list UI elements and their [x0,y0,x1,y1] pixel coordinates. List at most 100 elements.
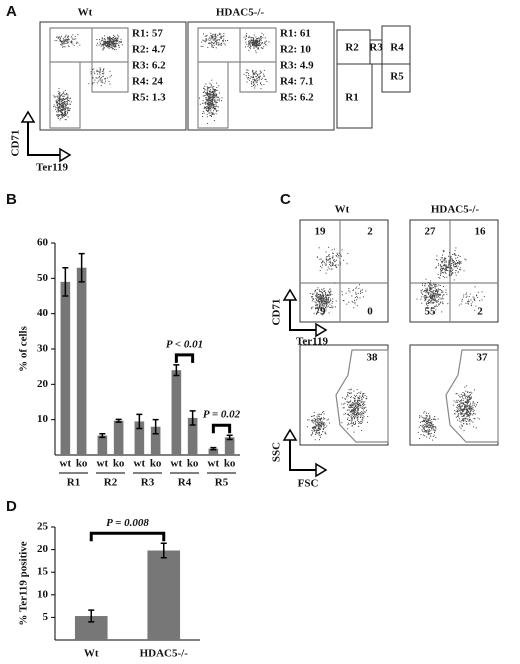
event-dot [68,46,70,48]
event-dot [114,44,116,46]
event-dot [420,289,422,291]
event-dot [216,82,218,84]
event-dot [469,412,471,414]
event-dot [460,269,462,271]
event-dot [466,292,467,294]
event-dot [202,116,204,117]
event-dot [215,93,217,95]
event-dot [357,297,359,299]
event-dot [467,402,469,404]
event-dot [212,43,214,45]
event-dot [349,404,351,406]
event-dot [425,292,427,294]
event-dot [435,259,437,261]
event-dot [355,404,357,406]
event-dot [349,411,351,413]
event-dot [324,431,326,433]
event-dot [454,254,456,256]
event-dot [422,427,424,428]
event-dot [353,421,354,423]
event-dot [324,418,326,420]
event-dot [448,270,450,272]
event-dot [202,39,204,41]
event-dot [245,33,247,35]
event-dot [359,395,361,397]
event-dot [315,305,317,307]
event-dot [104,41,106,42]
event-dot [448,262,450,264]
event-dot [423,296,425,298]
event-dot [109,39,111,41]
event-dot [323,294,325,296]
event-dot [215,97,217,99]
event-dot [61,98,63,100]
event-dot [96,39,98,40]
event-dot [111,43,113,45]
event-dot [429,426,431,428]
event-dot [459,408,461,410]
event-dot [316,294,318,296]
event-dot [59,115,61,116]
event-dot [359,297,361,299]
event-dot [429,416,431,418]
event-dot [432,294,434,296]
event-dot [222,40,223,42]
event-dot [364,401,366,403]
event-dot [346,263,348,265]
event-dot [328,261,330,263]
event-dot [60,118,62,119]
event-dot [58,107,60,109]
event-dot [442,249,444,251]
event-dot [256,73,258,75]
event-dot [105,42,107,44]
event-dot [213,44,215,46]
event-dot [355,415,357,417]
y-tick-label: 20 [37,378,49,390]
event-dot [259,38,261,40]
event-dot [440,266,442,268]
event-dot [258,43,260,45]
event-dot [354,408,356,410]
event-dot [434,298,436,300]
event-dot [62,116,64,118]
event-dot [57,91,59,93]
event-dot [66,38,68,40]
event-dot [256,78,258,80]
event-dot [112,37,114,39]
event-dot [248,43,250,45]
event-dot [219,32,221,34]
event-dot [111,42,112,44]
event-dot [326,304,328,306]
event-dot [459,411,461,413]
event-dot [442,276,444,277]
event-dot [207,46,209,48]
event-dot [431,424,433,426]
event-dot [95,77,97,79]
event-dot [352,413,354,415]
event-dot [67,112,69,113]
event-dot [331,268,333,270]
event-dot [326,303,328,305]
event-dot [213,98,215,100]
event-dot [435,436,437,438]
gate-stat: R4: 7.1 [280,76,314,88]
event-dot [332,306,334,308]
event-dot [347,401,349,403]
event-dot [429,426,431,428]
event-dot [427,296,429,298]
event-dot [428,303,429,304]
event-dot [209,115,211,116]
error-bar [226,434,233,441]
event-dot [318,296,320,298]
event-dot [258,43,260,45]
event-dot [254,43,256,45]
error-bar [62,266,69,297]
event-dot [327,295,329,297]
event-dot [336,252,338,254]
event-dot [103,70,105,72]
event-dot [352,403,354,405]
event-dot [347,394,349,396]
event-dot [58,114,60,116]
event-dot [319,431,320,433]
event-dot [331,302,333,304]
